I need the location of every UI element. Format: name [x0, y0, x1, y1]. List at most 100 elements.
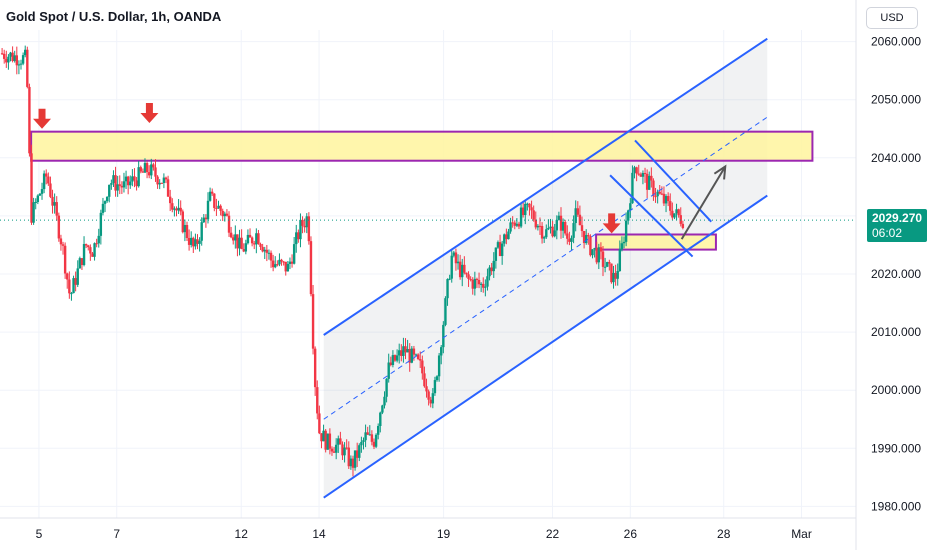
- y-tick-label: 2010.000: [871, 325, 921, 339]
- candle-body: [555, 219, 558, 231]
- candle-body: [494, 247, 498, 261]
- grid: [0, 30, 856, 518]
- candle-body: [263, 249, 266, 252]
- candle-body: [126, 176, 130, 186]
- candle-body: [211, 191, 214, 194]
- candle-body: [261, 246, 264, 252]
- last-price-value: 2029.270: [872, 211, 923, 225]
- channel-lower-line: [323, 194, 768, 499]
- candle-body: [334, 444, 338, 453]
- candle-body: [164, 177, 168, 180]
- candle-body: [192, 237, 195, 247]
- candle-body: [282, 261, 285, 263]
- candle-body: [492, 260, 495, 272]
- candle-body: [332, 451, 336, 453]
- candle-body: [530, 207, 533, 211]
- candle-body: [471, 279, 474, 289]
- candle-body: [160, 182, 163, 184]
- candle-body: [318, 413, 321, 434]
- candle-body: [105, 196, 109, 202]
- candle-body: [124, 176, 128, 182]
- candle-body: [593, 248, 596, 250]
- candle-body: [629, 203, 632, 211]
- candle-body: [576, 208, 579, 215]
- candle-body: [570, 237, 573, 242]
- candle-body: [568, 238, 571, 242]
- candle-body: [194, 239, 197, 247]
- candle-body: [187, 238, 191, 245]
- chart-title: Gold Spot / U.S. Dollar, 1h, OANDA: [6, 9, 222, 24]
- candle-body: [404, 346, 407, 353]
- candle-body: [26, 49, 29, 87]
- candle-body: [645, 173, 649, 190]
- drawings: [0, 37, 856, 499]
- candle-body: [679, 215, 682, 224]
- candle-body: [395, 355, 399, 361]
- zones: [30, 130, 814, 251]
- candle-body: [305, 216, 308, 228]
- candle-body: [32, 202, 35, 223]
- candle-body: [93, 243, 96, 257]
- candle-body: [469, 278, 472, 280]
- candle-body: [196, 239, 199, 244]
- candle-body: [257, 233, 260, 245]
- candle-body: [503, 234, 506, 244]
- channel-upper-line: [323, 37, 768, 336]
- candle-body: [129, 181, 132, 186]
- candle-body: [66, 273, 69, 280]
- candle-body: [236, 234, 239, 249]
- candle-body: [452, 252, 456, 256]
- candle-body: [156, 176, 159, 185]
- candle-body: [631, 172, 634, 204]
- candle-body: [563, 221, 567, 234]
- candle-body: [11, 52, 14, 61]
- candle-body: [429, 399, 432, 404]
- candle-body: [372, 441, 376, 447]
- candle-body: [330, 448, 334, 452]
- candle-body: [603, 266, 607, 268]
- candle-body: [103, 201, 107, 204]
- candle-body: [30, 153, 33, 223]
- candle-body: [446, 279, 449, 299]
- candle-body: [580, 225, 584, 231]
- candle-body: [217, 205, 220, 209]
- candle-body: [202, 217, 206, 223]
- candle-body: [158, 182, 161, 185]
- candle-body: [473, 278, 477, 289]
- candle-body: [51, 196, 54, 206]
- candle-body: [542, 237, 546, 239]
- candle-body: [463, 264, 466, 273]
- candle-body: [278, 259, 281, 265]
- candle-body: [490, 267, 493, 272]
- candle-body: [528, 203, 531, 208]
- candle-body: [482, 283, 485, 288]
- candle-body: [461, 264, 464, 278]
- candle-body: [309, 241, 313, 295]
- candle-body: [250, 237, 254, 244]
- candle-body: [549, 226, 552, 228]
- candle-body: [15, 55, 19, 66]
- candle-body: [61, 244, 65, 246]
- x-tick-label: 26: [624, 527, 638, 541]
- currency-button[interactable]: USD: [866, 7, 918, 29]
- candle-body: [177, 207, 180, 211]
- candle-body: [341, 444, 344, 456]
- candle-body: [662, 193, 666, 204]
- candle-body: [225, 213, 229, 216]
- candle-body: [622, 241, 626, 244]
- candle-body: [524, 203, 527, 216]
- candle-body: [265, 249, 269, 253]
- candle-body: [374, 434, 378, 447]
- candle-body: [353, 450, 357, 468]
- candle-body: [326, 433, 329, 450]
- candle-body: [652, 180, 655, 197]
- candle-body: [545, 229, 548, 238]
- candle-body: [34, 201, 37, 203]
- candle-body: [234, 234, 237, 241]
- candle-body: [255, 233, 258, 245]
- candle-body: [349, 458, 353, 467]
- candle-body: [379, 412, 382, 427]
- candle-body: [244, 243, 248, 252]
- candle-body: [40, 189, 44, 194]
